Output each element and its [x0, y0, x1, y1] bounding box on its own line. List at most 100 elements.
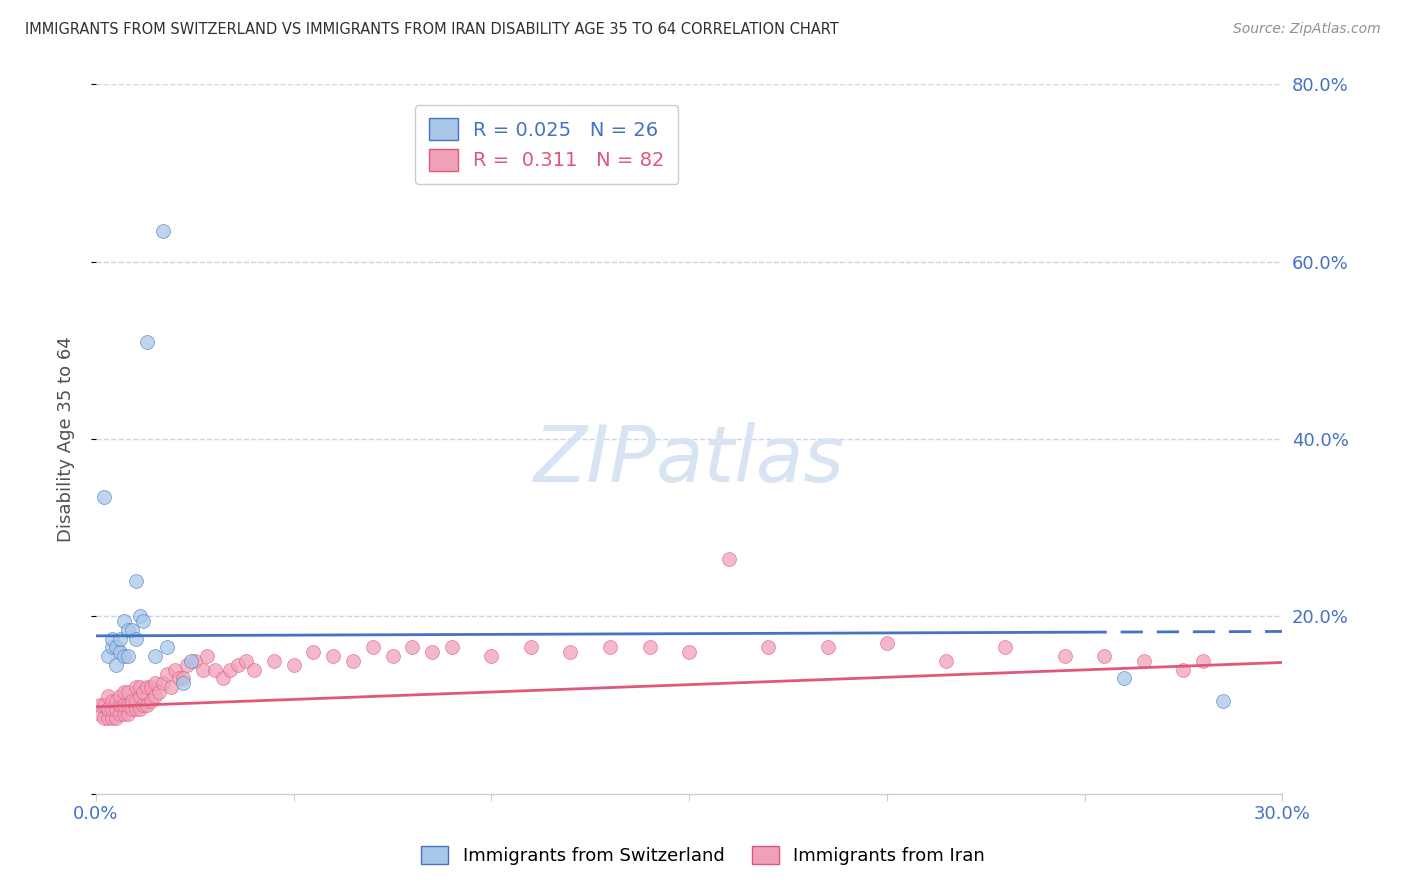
Y-axis label: Disability Age 35 to 64: Disability Age 35 to 64 — [58, 336, 75, 542]
Point — [101, 640, 124, 655]
Point — [219, 663, 242, 677]
Point — [302, 645, 325, 659]
Point — [160, 681, 183, 695]
Point — [101, 711, 124, 725]
Point — [235, 654, 257, 668]
Point — [117, 649, 139, 664]
Point — [93, 698, 115, 712]
Point — [440, 640, 463, 655]
Point — [93, 711, 115, 725]
Point — [401, 640, 423, 655]
Point — [638, 640, 661, 655]
Point — [128, 689, 150, 703]
Text: Source: ZipAtlas.com: Source: ZipAtlas.com — [1233, 22, 1381, 37]
Point — [1133, 654, 1156, 668]
Point — [136, 698, 159, 712]
Point — [994, 640, 1017, 655]
Point — [128, 681, 150, 695]
Point — [876, 636, 898, 650]
Point — [172, 676, 194, 690]
Point — [156, 667, 179, 681]
Point — [599, 640, 621, 655]
Point — [1212, 693, 1234, 707]
Point — [128, 609, 150, 624]
Point — [143, 649, 166, 664]
Point — [117, 698, 139, 712]
Point — [283, 658, 305, 673]
Point — [481, 649, 503, 664]
Point — [195, 649, 218, 664]
Point — [381, 649, 404, 664]
Point — [101, 693, 124, 707]
Point — [104, 702, 127, 716]
Point — [1092, 649, 1115, 664]
Point — [342, 654, 364, 668]
Point — [121, 693, 143, 707]
Point — [172, 672, 194, 686]
Point — [817, 640, 839, 655]
Point — [204, 663, 226, 677]
Point — [124, 702, 146, 716]
Text: IMMIGRANTS FROM SWITZERLAND VS IMMIGRANTS FROM IRAN DISABILITY AGE 35 TO 64 CORR: IMMIGRANTS FROM SWITZERLAND VS IMMIGRANT… — [25, 22, 839, 37]
Point — [176, 658, 198, 673]
Point — [184, 654, 207, 668]
Point — [104, 640, 127, 655]
Point — [228, 658, 250, 673]
Point — [1192, 654, 1215, 668]
Point — [124, 693, 146, 707]
Legend: R = 0.025   N = 26, R =  0.311   N = 82: R = 0.025 N = 26, R = 0.311 N = 82 — [415, 104, 679, 184]
Point — [756, 640, 779, 655]
Point — [165, 663, 187, 677]
Point — [1112, 672, 1135, 686]
Point — [132, 684, 155, 698]
Point — [180, 654, 202, 668]
Point — [1053, 649, 1076, 664]
Point — [167, 672, 190, 686]
Point — [112, 649, 135, 664]
Point — [148, 684, 170, 698]
Point — [121, 702, 143, 716]
Point — [211, 672, 233, 686]
Point — [108, 632, 131, 646]
Point — [152, 224, 174, 238]
Point — [420, 645, 443, 659]
Point — [935, 654, 957, 668]
Point — [717, 551, 740, 566]
Point — [124, 574, 146, 588]
Point — [560, 645, 582, 659]
Point — [678, 645, 700, 659]
Point — [104, 693, 127, 707]
Point — [89, 706, 111, 721]
Point — [112, 614, 135, 628]
Point — [136, 334, 159, 349]
Point — [117, 623, 139, 637]
Point — [112, 698, 135, 712]
Point — [104, 711, 127, 725]
Point — [121, 623, 143, 637]
Point — [143, 689, 166, 703]
Point — [520, 640, 543, 655]
Point — [156, 640, 179, 655]
Text: ZIPatlas: ZIPatlas — [534, 422, 845, 499]
Point — [101, 632, 124, 646]
Point — [97, 689, 120, 703]
Point — [101, 702, 124, 716]
Point — [112, 706, 135, 721]
Legend: Immigrants from Switzerland, Immigrants from Iran: Immigrants from Switzerland, Immigrants … — [412, 837, 994, 874]
Point — [108, 698, 131, 712]
Point — [97, 702, 120, 716]
Point — [136, 681, 159, 695]
Point — [108, 689, 131, 703]
Point — [132, 614, 155, 628]
Point — [97, 649, 120, 664]
Point — [124, 632, 146, 646]
Point — [322, 649, 344, 664]
Point — [143, 676, 166, 690]
Point — [132, 698, 155, 712]
Point — [124, 681, 146, 695]
Point — [97, 711, 120, 725]
Point — [152, 676, 174, 690]
Point — [108, 706, 131, 721]
Point — [243, 663, 266, 677]
Point — [128, 702, 150, 716]
